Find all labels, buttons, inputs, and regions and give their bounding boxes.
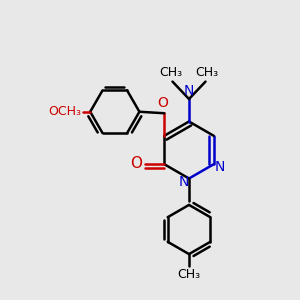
Text: N: N [178,175,189,188]
Text: OCH₃: OCH₃ [48,105,81,118]
Text: N: N [184,83,194,98]
Text: CH₃: CH₃ [177,268,201,281]
Text: CH₃: CH₃ [159,66,183,79]
Text: N: N [215,160,226,174]
Text: O: O [158,96,168,110]
Text: CH₃: CH₃ [195,66,219,79]
Text: O: O [130,156,142,171]
